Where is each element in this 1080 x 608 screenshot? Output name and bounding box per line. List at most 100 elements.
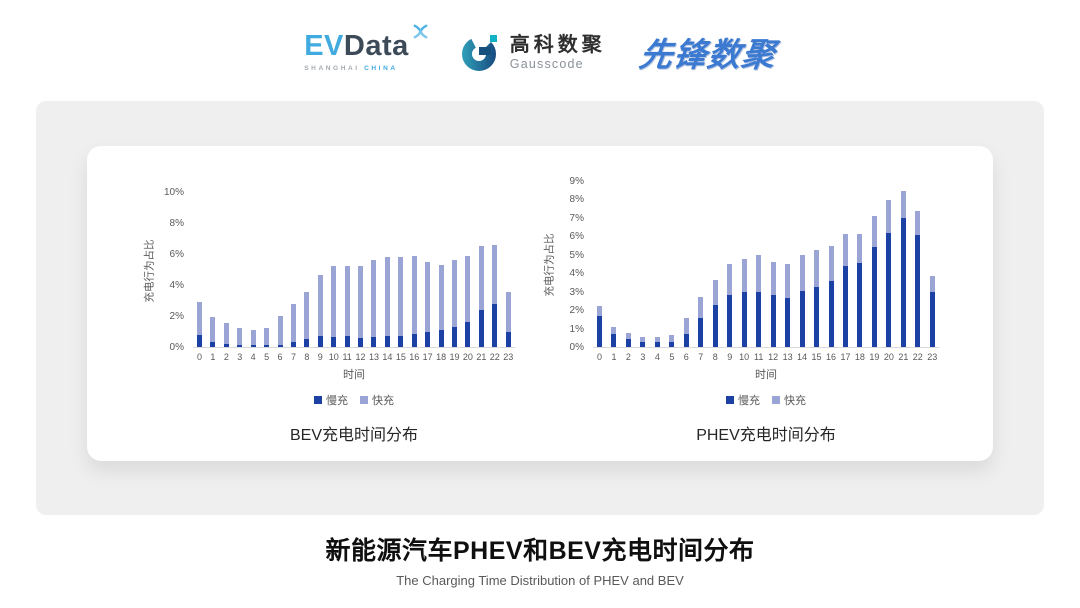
fast-segment [929,276,935,292]
x-tick-label: 20 [462,352,473,362]
slow-segment [398,336,404,347]
bar-hour-19 [868,216,881,347]
x-tick-label: 11 [753,352,764,362]
x-axis-title: 时间 [343,369,365,381]
x-tick-label: 9 [727,352,733,362]
gausscode-wordmark: 高科数聚 Gausscode [510,34,606,71]
slow-segment [828,280,834,347]
x-tick-label: 8 [304,352,310,362]
slow-segment [478,309,484,347]
x-tick-label: 1 [611,352,617,362]
phev-plot-area [593,182,939,348]
slow-segment [290,341,296,347]
bar-hour-3 [636,336,649,347]
x-tick-label: 3 [640,352,646,362]
bar-hour-1 [206,316,219,347]
fast-segment [492,244,498,305]
x-tick-label: 16 [409,352,420,362]
fast-segment [915,210,921,235]
gausscode-cn-text: 高科数聚 [509,33,606,56]
phev-chart: 充电行为占比 0% 1% 2% 3% 4% 5% 6% 7% 8% 9% 0 1 2 3 4 5 6 7 8 9 10… [541,177,939,445]
y-tick-label: 8% [569,194,584,206]
x-tick-label: 23 [927,352,938,362]
slow-segment [250,345,256,347]
slow-segment [814,287,820,347]
slow-segment [492,304,498,347]
fast-segment [197,302,202,335]
x-tick-label: 8 [712,352,718,362]
x-tick-label: 19 [449,352,460,362]
slow-segment [857,263,863,347]
bar-hour-4 [651,336,664,347]
slow-segment [411,333,417,347]
bar-hour-23 [502,292,515,347]
bar-hour-8 [300,291,313,347]
y-axis-ticks: 0% 2% 4% 6% 8% 10% [157,188,193,353]
bar-hour-18 [853,233,866,347]
slow-segment [452,326,458,347]
slow-segment [770,295,776,347]
bar-hour-21 [475,246,488,347]
x-tick-label: 4 [250,352,256,362]
y-tick-label: 2% [569,305,584,317]
legend-swatch [360,396,368,404]
evdata-wordmark: EVData [304,24,428,61]
bar-hour-15 [394,257,407,347]
y-tick-label: 6% [569,231,584,243]
bar-hour-5 [665,335,678,347]
bar-hour-19 [448,260,461,347]
y-tick-label: 10% [163,187,184,198]
bar-hour-8 [709,279,722,347]
bar-hour-6 [680,317,693,347]
x-tick-label: 18 [436,352,447,362]
x-tick-label: 21 [898,352,909,362]
fast-segment [727,264,733,296]
fast-segment [712,279,718,305]
bar-hour-21 [897,191,910,347]
x-tick-label: 13 [368,352,379,362]
slow-segment [756,291,762,347]
slow-segment [304,339,310,347]
fast-segment [886,200,892,233]
slow-segment [886,232,892,347]
fast-segment [290,303,296,342]
y-tick-label: 8% [169,218,184,229]
fast-segment [871,216,877,248]
fast-segment [331,266,337,337]
gausscode-logo: 高科数聚 Gausscode [461,32,606,72]
x-tick-label: 0 [596,352,602,362]
x-tick-label: 23 [503,352,514,362]
fast-segment [828,245,834,281]
bar-hour-13 [367,260,380,347]
slow-segment [669,341,675,347]
fast-segment [625,333,631,339]
x-tick-label: 5 [669,352,675,362]
pinwheel-x-icon [413,24,428,39]
evdata-logo: EVData SHANGHAI CHINA [304,24,428,72]
x-tick-label: 0 [196,352,202,362]
x-tick-label: 15 [395,352,406,362]
bev-chart: 充电行为占比 0% 2% 4% 6% 8% 10% 0 1 2 3 4 5 6 7 8 9 10 11 12 13 1… [141,188,515,445]
slow-segment [505,332,511,347]
logo-bar: EVData SHANGHAI CHINA 高科数聚 Gausscode [0,16,1080,88]
slow-segment [317,336,323,347]
y-tick-label: 0% [569,342,584,353]
fast-segment [654,336,660,343]
slow-segment [683,334,689,347]
fast-segment [505,292,511,333]
slow-segment [264,345,270,347]
evdata-shanghai-text: SHANGHAI [304,65,360,72]
bar-hour-3 [233,328,246,347]
bev-plot-area [193,193,515,348]
fast-segment [384,257,390,337]
legend-label: 快充 [372,395,394,407]
bar-hour-20 [461,255,474,347]
bar-hour-7 [694,297,707,347]
slow-segment [640,341,646,347]
slow-segment [277,344,283,347]
bar-hour-16 [408,256,421,347]
y-tick-label: 1% [569,323,584,335]
bar-hour-9 [314,275,327,347]
slow-segment [929,291,935,347]
bar-hour-1 [607,326,620,347]
